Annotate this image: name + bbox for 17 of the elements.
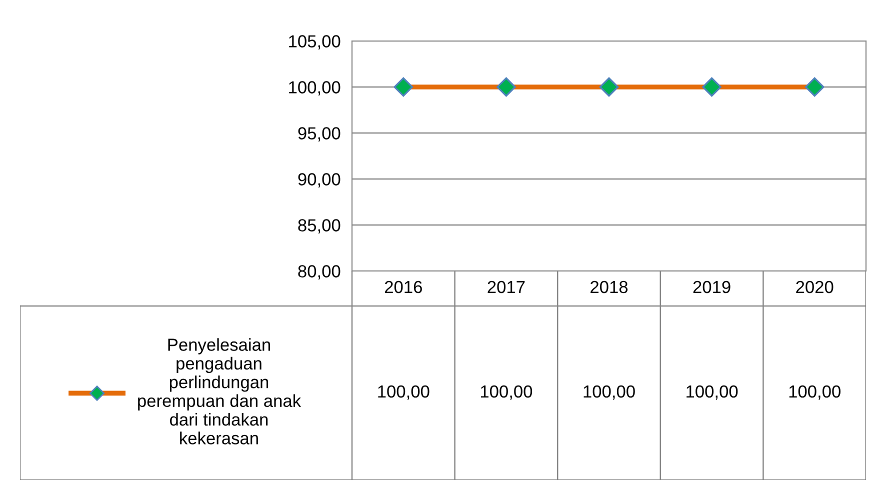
data-label: 100,00 xyxy=(686,385,738,400)
y-tick-label: 85,00 xyxy=(298,219,340,234)
data-label: 100,00 xyxy=(789,385,840,400)
data-label: 100,00 xyxy=(480,385,532,400)
y-tick-label: 80,00 xyxy=(298,265,340,280)
x-tick-label: 2020 xyxy=(796,280,834,294)
x-tick-label: 2017 xyxy=(488,280,525,294)
y-tick-label: 105,00 xyxy=(289,35,340,50)
y-tick-label: 95,00 xyxy=(298,127,340,142)
x-tick-label: 2016 xyxy=(384,280,422,294)
y-tick-label: 100,00 xyxy=(289,81,340,96)
x-tick-label: 2019 xyxy=(693,280,730,294)
data-label: 100,00 xyxy=(584,385,635,400)
text: Penyelesaian pengaduan perlindungan perempuan dan anak dari tindakan kekerasan xyxy=(138,338,302,444)
x-tick-label: 2018 xyxy=(590,280,628,294)
y-tick-label: 90,00 xyxy=(298,173,340,188)
data-label: 100,00 xyxy=(378,385,430,400)
